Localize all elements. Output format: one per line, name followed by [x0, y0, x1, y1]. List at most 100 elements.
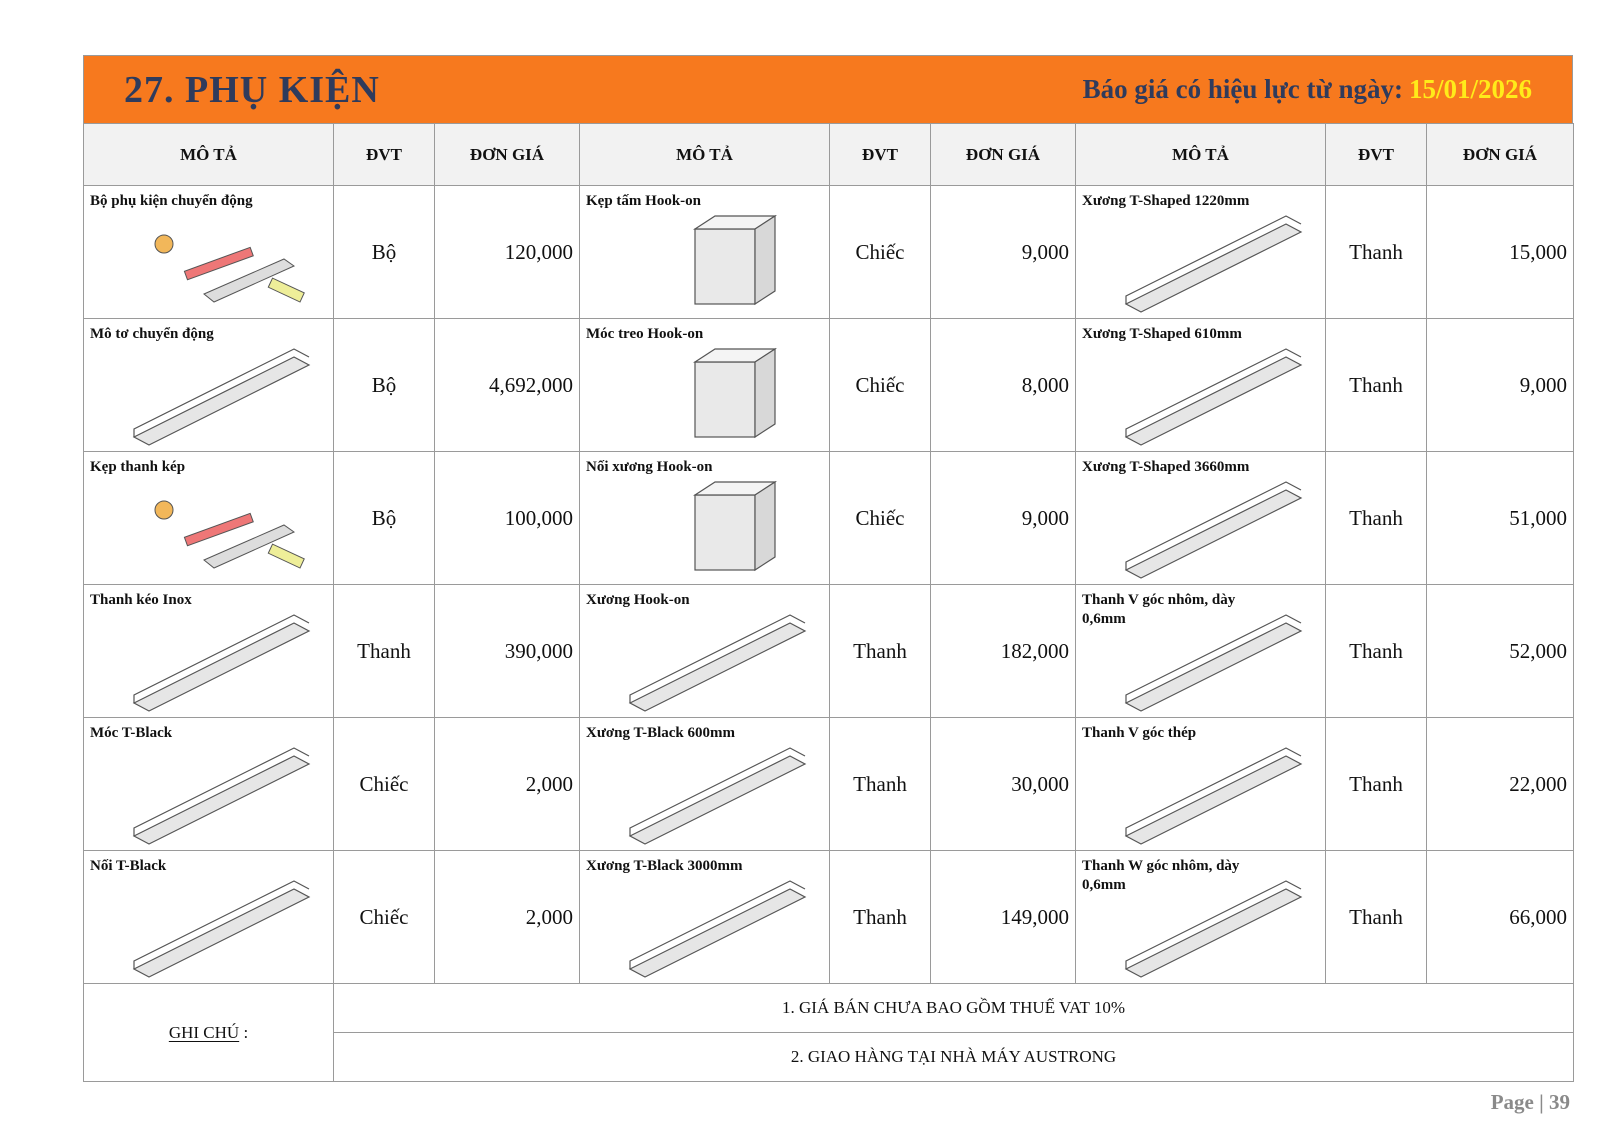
description-cell: Kẹp tấm Hook-on	[579, 185, 830, 319]
description-cell: Xương T-Shaped 3660mm	[1075, 451, 1326, 585]
notes-label-cell: GHI CHÚ :	[83, 983, 334, 1082]
product-name: Thanh V góc nhôm, dày 0,6mm	[1082, 592, 1236, 627]
table-row: Thanh kéo Inox Thanh 390,000 Xương Hook-on T…	[83, 584, 1574, 718]
unit: Thanh	[1325, 451, 1427, 585]
description-cell: Mô tơ chuyển động	[83, 318, 334, 452]
price: 8,000	[930, 318, 1076, 452]
price: 15,000	[1426, 185, 1574, 319]
note-item: 2. GIAO HÀNG TẠI NHÀ MÁY AUSTRONG	[333, 1032, 1574, 1082]
unit: Thanh	[829, 850, 931, 984]
column-header: ĐVT	[333, 123, 435, 186]
description-cell: Xương T-Shaped 1220mm	[1075, 185, 1326, 319]
product-name: Thanh W góc nhôm, dày 0,6mm	[1082, 858, 1240, 893]
product-image	[154, 500, 305, 569]
table-row: Bộ phụ kiện chuyển động Bộ 120,000 Kẹp tấm …	[83, 185, 1574, 319]
price: 2,000	[434, 717, 580, 851]
product-image	[1124, 880, 1303, 978]
product-name: Xương T-Black 3000mm	[586, 858, 743, 874]
column-header: MÔ TẢ	[1075, 123, 1326, 186]
product-image	[1124, 747, 1303, 845]
section-title: 27. PHỤ KIỆN	[124, 68, 380, 111]
unit: Thanh	[1325, 850, 1427, 984]
product-image	[628, 614, 807, 712]
unit: Bộ	[333, 185, 435, 319]
product-image	[132, 614, 311, 712]
price: 51,000	[1426, 451, 1574, 585]
description-cell: Kẹp thanh kép	[83, 451, 334, 585]
unit: Chiếc	[829, 318, 931, 452]
price: 30,000	[930, 717, 1076, 851]
product-image	[1124, 614, 1303, 712]
description-cell: Bộ phụ kiện chuyển động	[83, 185, 334, 319]
product-name: Nối xương Hook-on	[586, 459, 713, 475]
product-image	[154, 234, 305, 303]
product-image	[628, 747, 807, 845]
product-name: Xương T-Black 600mm	[586, 725, 735, 741]
column-header: ĐVT	[829, 123, 931, 186]
product-image	[1124, 348, 1303, 446]
unit: Thanh	[1325, 318, 1427, 452]
product-image	[692, 214, 778, 306]
description-cell: Xương T-Shaped 610mm	[1075, 318, 1326, 452]
description-cell: Xương T-Black 3000mm	[579, 850, 830, 984]
product-name: Bộ phụ kiện chuyển động	[90, 193, 253, 209]
price: 182,000	[930, 584, 1076, 718]
notes: GHI CHÚ : 1. GIÁ BÁN CHƯA BAO GỒM THUẾ V…	[83, 983, 1574, 1082]
price: 2,000	[434, 850, 580, 984]
table-row: Nối T-Black Chiếc 2,000 Xương T-Black 3000m…	[83, 850, 1574, 984]
price-table: MÔ TẢ ĐVT ĐƠN GIÁ MÔ TẢ ĐVT ĐƠN GIÁ MÔ TẢ ĐVT ĐƠ…	[83, 123, 1574, 1082]
notes-label: GHI CHÚ	[168, 1022, 240, 1042]
product-image	[132, 880, 311, 978]
price: 52,000	[1426, 584, 1574, 718]
price: 390,000	[434, 584, 580, 718]
description-cell: Thanh kéo Inox	[83, 584, 334, 718]
validity-label: Báo giá có hiệu lực từ ngày:	[1082, 74, 1403, 104]
unit: Thanh	[1325, 185, 1427, 319]
column-header: MÔ TẢ	[83, 123, 334, 186]
product-name: Xương T-Shaped 610mm	[1082, 326, 1242, 342]
price: 9,000	[930, 185, 1076, 319]
unit: Bộ	[333, 318, 435, 452]
column-header: MÔ TẢ	[579, 123, 830, 186]
unit: Chiếc	[333, 850, 435, 984]
product-image	[1124, 215, 1303, 313]
price: 100,000	[434, 451, 580, 585]
price: 66,000	[1426, 850, 1574, 984]
header-band: 27. PHỤ KIỆN Báo giá có hiệu lực từ ngày…	[83, 55, 1573, 123]
note-row: 2. GIAO HÀNG TẠI NHÀ MÁY AUSTRONG	[84, 1032, 1574, 1082]
note-item: 1. GIÁ BÁN CHƯA BAO GỒM THUẾ VAT 10%	[333, 983, 1574, 1033]
product-image	[132, 747, 311, 845]
price: 22,000	[1426, 717, 1574, 851]
unit: Thanh	[1325, 717, 1427, 851]
description-cell: Xương Hook-on	[579, 584, 830, 718]
table-body: Bộ phụ kiện chuyển động Bộ 120,000 Kẹp tấm …	[83, 185, 1574, 984]
product-name: Kẹp tấm Hook-on	[586, 193, 702, 209]
product-image	[628, 880, 807, 978]
price: 9,000	[930, 451, 1076, 585]
product-name: Mô tơ chuyển động	[90, 326, 214, 342]
description-cell: Thanh V góc thép	[1075, 717, 1326, 851]
unit: Thanh	[829, 717, 931, 851]
product-image	[132, 348, 311, 446]
description-cell: Nối xương Hook-on	[579, 451, 830, 585]
header-row: MÔ TẢ ĐVT ĐƠN GIÁ MÔ TẢ ĐVT ĐƠN GIÁ MÔ TẢ ĐVT ĐƠ…	[83, 123, 1574, 186]
unit: Chiếc	[829, 451, 931, 585]
column-header: ĐƠN GIÁ	[434, 123, 580, 186]
product-name: Xương Hook-on	[586, 592, 690, 608]
page-footer: Page | 39	[1490, 1090, 1570, 1114]
description-cell: Thanh V góc nhôm, dày 0,6mm	[1075, 584, 1326, 718]
table-row: Móc T-Black Chiếc 2,000 Xương T-Black 600mm…	[83, 717, 1574, 851]
price: 149,000	[930, 850, 1076, 984]
description-cell: Móc T-Black	[83, 717, 334, 851]
product-name: Kẹp thanh kép	[90, 459, 186, 475]
table-row: Kẹp thanh kép Bộ 100,000 Nối xương Hook-on C…	[83, 451, 1574, 585]
price: 4,692,000	[434, 318, 580, 452]
unit: Thanh	[1325, 584, 1427, 718]
unit: Chiếc	[829, 185, 931, 319]
unit: Thanh	[829, 584, 931, 718]
validity: Báo giá có hiệu lực từ ngày: 15/01/2026	[1083, 74, 1532, 105]
description-cell: Thanh W góc nhôm, dày 0,6mm	[1075, 850, 1326, 984]
price-sheet: 27. PHỤ KIỆN Báo giá có hiệu lực từ ngày…	[83, 55, 1574, 1082]
